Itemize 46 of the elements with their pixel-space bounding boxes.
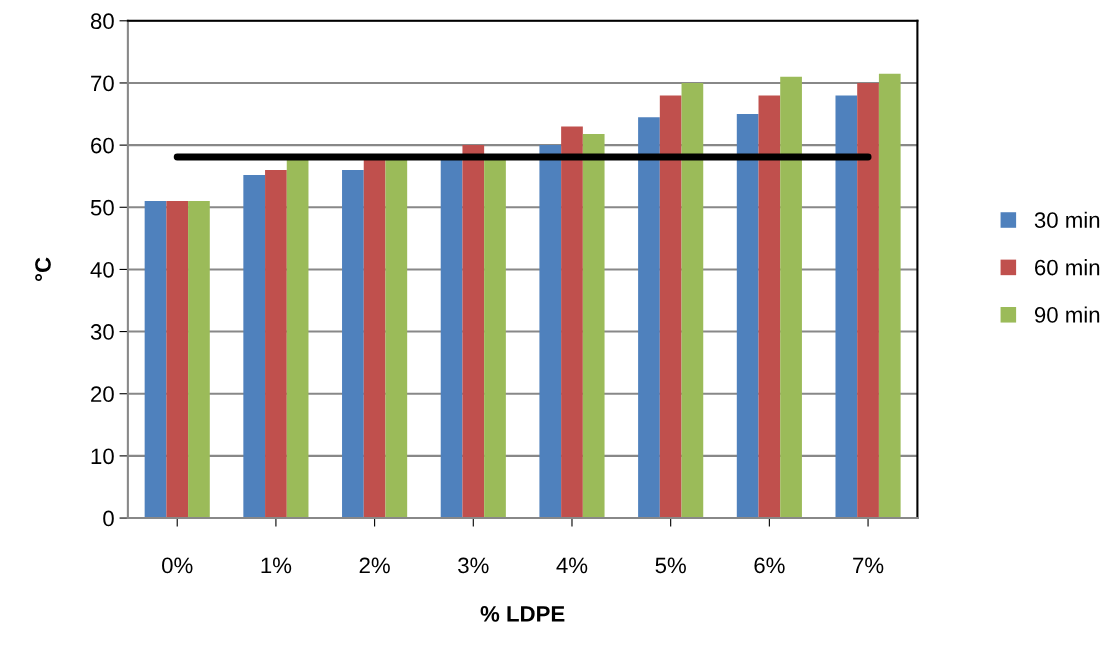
bar — [286, 157, 309, 519]
bar — [561, 126, 583, 519]
legend-label: 90 min — [1034, 306, 1100, 323]
bar — [440, 157, 463, 519]
y-tick-label: 0 — [103, 510, 114, 527]
x-tick-label: 2% — [359, 557, 390, 574]
bar — [144, 201, 167, 519]
y-tick-label: 50 — [90, 199, 114, 216]
y-tick-label: 60 — [91, 137, 114, 154]
y-tick-label: 70 — [91, 75, 114, 92]
x-tick-label: 1% — [261, 557, 292, 574]
y-tick-label: 80 — [90, 13, 114, 30]
x-tick-label: 7% — [853, 557, 884, 574]
bar — [188, 201, 210, 519]
legend-label: 60 min — [1035, 259, 1100, 276]
bar — [265, 169, 287, 519]
legend-label: 30 min — [1034, 211, 1100, 229]
x-tick-label: 5% — [655, 557, 686, 574]
x-tick-label: 4% — [556, 557, 588, 574]
x-tick-label: 0% — [162, 557, 193, 574]
bar — [484, 157, 506, 519]
bar — [462, 145, 485, 519]
bar — [835, 95, 858, 519]
bar — [166, 201, 189, 519]
bar — [736, 114, 759, 519]
x-tick-label: 3% — [458, 557, 489, 574]
bar — [758, 95, 781, 519]
x-axis-title: % LDPE — [480, 606, 565, 622]
y-tick-label: 10 — [91, 448, 114, 465]
bar — [539, 145, 562, 519]
y-tick-label: 20 — [91, 386, 114, 403]
bar — [582, 133, 605, 519]
bar — [342, 169, 364, 519]
y-tick-label: 30 — [90, 324, 114, 340]
bar — [659, 95, 682, 519]
y-tick-label: 40 — [90, 261, 114, 278]
bar — [857, 82, 879, 519]
bar — [780, 76, 802, 519]
x-tick-label: 6% — [754, 557, 785, 574]
y-axis-title: °C — [35, 257, 51, 281]
bar — [363, 157, 386, 519]
bar — [878, 73, 901, 519]
bar — [243, 174, 266, 519]
bar — [681, 82, 704, 519]
bar — [385, 157, 408, 519]
bar — [638, 117, 660, 519]
